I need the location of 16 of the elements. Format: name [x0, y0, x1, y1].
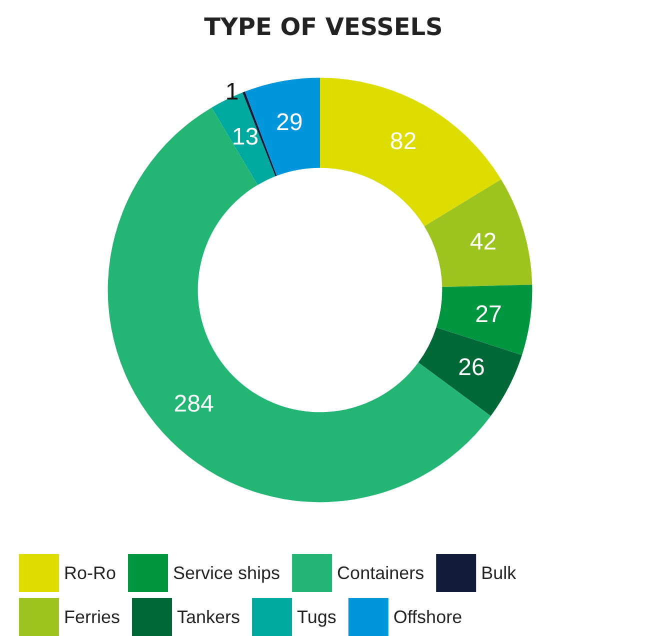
legend-label: Ro-Ro	[64, 563, 116, 583]
legend-label: Bulk	[481, 563, 518, 583]
chart-title: TYPE OF VESSELS	[204, 13, 443, 41]
legend-label: Service ships	[173, 563, 280, 583]
legend-label: Ferries	[64, 607, 120, 627]
data-label: 82	[390, 128, 417, 156]
data-label: 42	[470, 228, 497, 256]
legend-label: Tankers	[177, 607, 240, 627]
data-label: 27	[475, 300, 502, 328]
data-label: 284	[174, 390, 214, 418]
data-label: 13	[232, 124, 259, 151]
data-label: 29	[276, 109, 303, 136]
legend-label: Containers	[337, 563, 424, 583]
legend-label: Tugs	[297, 607, 336, 627]
legend-label: Offshore	[393, 607, 462, 627]
data-label: 26	[458, 354, 485, 382]
